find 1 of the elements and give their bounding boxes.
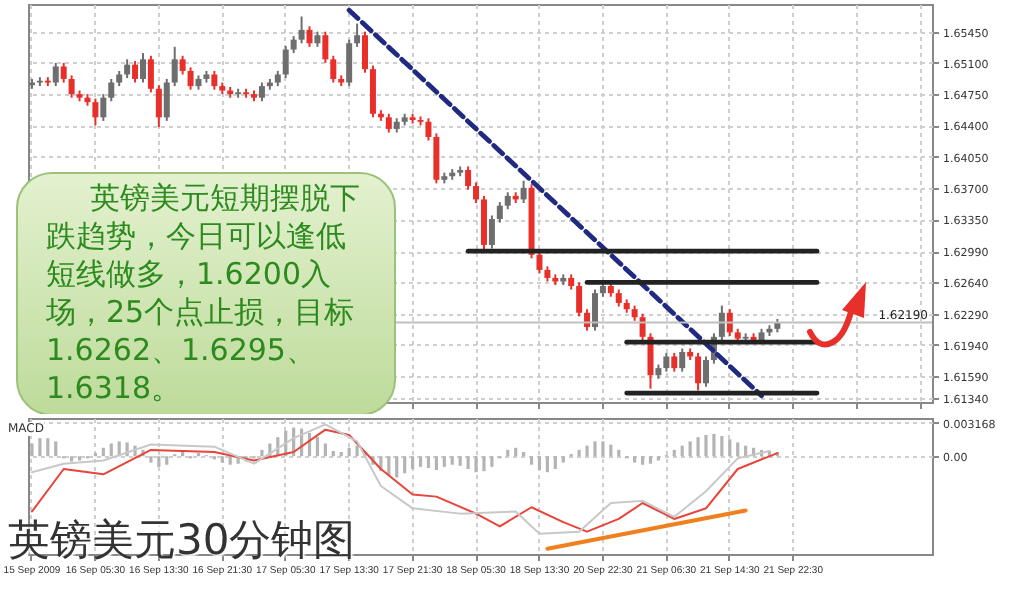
annotation: 英镑美元短期摆脱下跌趋势，今日可以逢低短线做多，1.6200入场，25个点止损，目标1.6262、1.6295、1.6318。 <box>16 172 396 416</box>
